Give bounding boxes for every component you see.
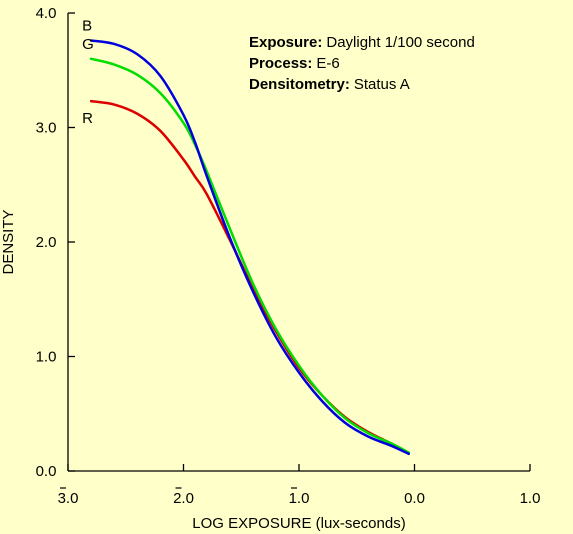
- x-ticks: 3.0 2.0 1.0 0.0 1.0: [58, 464, 541, 507]
- y-tick-label: 4.0: [36, 5, 57, 22]
- x-tick-label: 3.0: [58, 490, 79, 507]
- x-tick-label: 0.0: [404, 490, 425, 507]
- x-tick-label: 1.0: [520, 490, 541, 507]
- annotation-key: Densitometry:: [249, 76, 350, 93]
- series-label-b: B: [82, 17, 92, 34]
- series-label-r: R: [82, 110, 93, 127]
- series-line-b: [89, 39, 410, 456]
- series-line-g: [89, 57, 410, 454]
- annotation-value: Daylight 1/100 second: [326, 34, 474, 51]
- annotation-line: Exposure: Daylight 1/100 second: [249, 34, 475, 51]
- annotation-key: Process:: [249, 55, 312, 72]
- series-group: [89, 39, 410, 456]
- annotation-key: Exposure:: [249, 34, 322, 51]
- series-label-g: G: [82, 36, 94, 53]
- x-tick-label: 1.0: [289, 490, 310, 507]
- annotation-block: Exposure: Daylight 1/100 second Process: E-…: [249, 34, 475, 93]
- y-tick-label: 0.0: [36, 463, 57, 480]
- y-ticks: 0.0 1.0 2.0 3.0 4.0: [36, 5, 75, 480]
- y-tick-label: 1.0: [36, 349, 57, 366]
- x-tick-label: 2.0: [173, 490, 194, 507]
- annotation-line: Process: E-6: [249, 55, 340, 72]
- x-axis-title: LOG EXPOSURE (lux-seconds): [192, 515, 405, 532]
- annotation-value: E-6: [316, 55, 339, 72]
- y-tick-label: 2.0: [36, 234, 57, 251]
- y-axis-title: DENSITY: [0, 209, 17, 274]
- y-tick-label: 3.0: [36, 120, 57, 137]
- annotation-value: Status A: [354, 76, 410, 93]
- annotation-line: Densitometry: Status A: [249, 76, 410, 93]
- series-labels: BG R: [82, 17, 94, 127]
